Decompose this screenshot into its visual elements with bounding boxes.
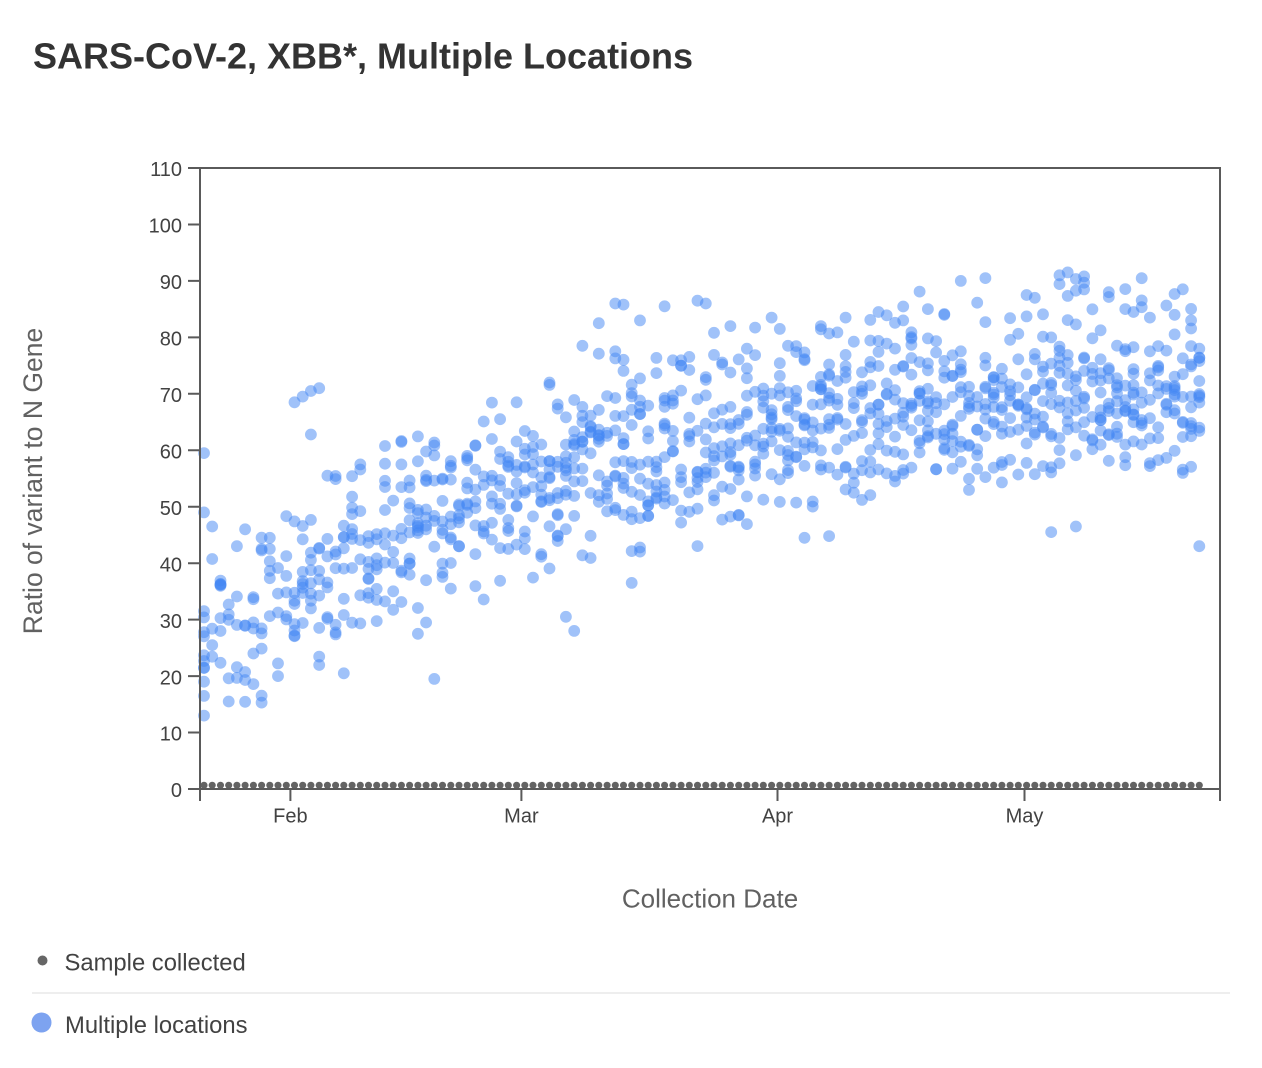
- svg-text:80: 80: [160, 329, 182, 351]
- svg-text:60: 60: [160, 442, 182, 464]
- svg-text:90: 90: [160, 272, 182, 294]
- svg-text:110: 110: [150, 159, 182, 181]
- svg-text:Mar: Mar: [504, 806, 539, 828]
- svg-text:70: 70: [160, 385, 182, 407]
- svg-text:10: 10: [160, 724, 182, 746]
- svg-text:0: 0: [171, 780, 182, 802]
- svg-text:SARS-CoV-2, XBB*, Multiple Loc: SARS-CoV-2, XBB*, Multiple Locations: [33, 36, 693, 77]
- svg-text:40: 40: [160, 554, 182, 576]
- svg-text:May: May: [1006, 806, 1044, 828]
- svg-text:100: 100: [149, 216, 182, 238]
- svg-text:30: 30: [160, 611, 182, 633]
- svg-text:Feb: Feb: [273, 806, 307, 828]
- svg-text:Ratio of variant to N Gene: Ratio of variant to N Gene: [18, 328, 48, 634]
- svg-text:50: 50: [160, 498, 182, 520]
- svg-text:Apr: Apr: [762, 806, 793, 828]
- svg-text:Multiple locations: Multiple locations: [65, 1012, 248, 1039]
- svg-text:Collection Date: Collection Date: [622, 884, 798, 914]
- svg-text:20: 20: [160, 667, 182, 689]
- svg-text:Sample collected: Sample collected: [65, 950, 246, 977]
